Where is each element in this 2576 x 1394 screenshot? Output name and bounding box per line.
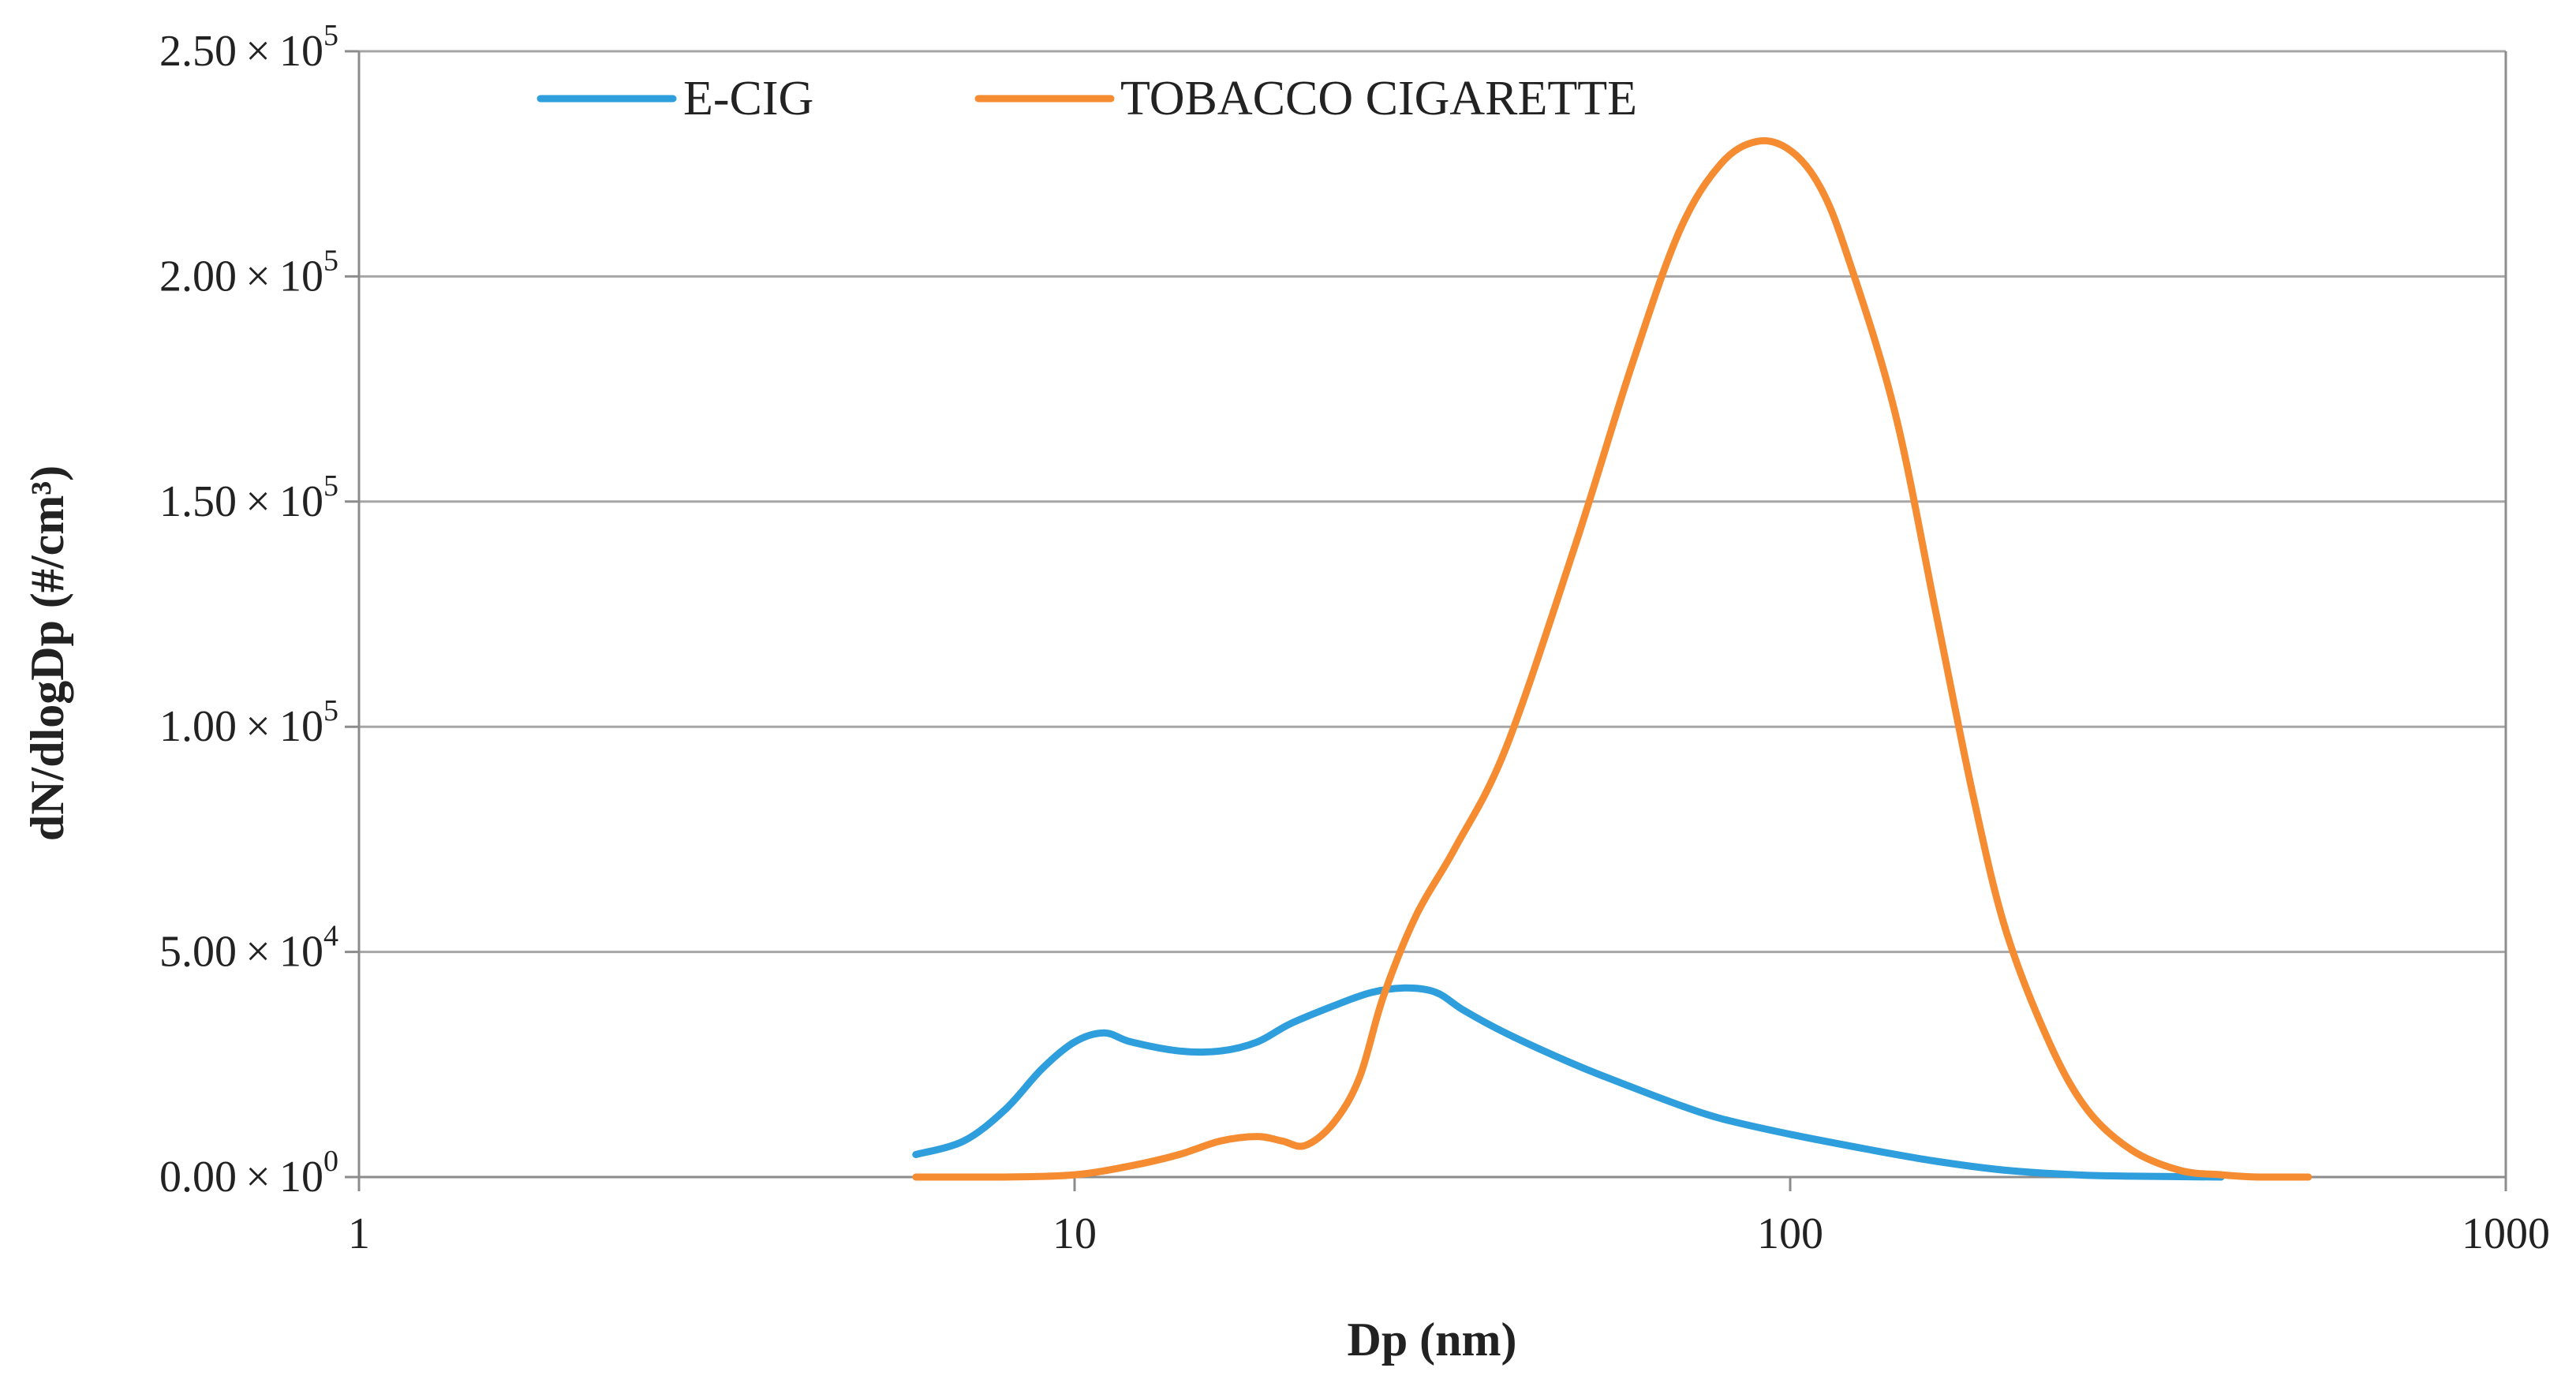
legend: E-CIG TOBACCO CIGARETTE	[537, 72, 1637, 125]
y-tick-labels: 0.00 × 100 5.00 × 104 1.00 × 105 1.50 × 105…	[159, 19, 359, 1202]
x-axis-title: Dp (nm)	[1347, 1314, 1516, 1366]
y-tick-label: 0.00 × 100	[159, 1145, 338, 1202]
series-line-tobacco-cigarette	[912, 136, 2312, 1181]
y-tick-label: 2.00 × 105	[159, 244, 338, 301]
x-tick-labels: 1 10 100 1000	[348, 1177, 2550, 1258]
y-axis-title: dN/dlogDp (#/cm³)	[21, 465, 73, 841]
y-tick-label: 2.50 × 105	[159, 19, 338, 76]
y-tick-label: 1.50 × 105	[159, 469, 338, 526]
x-tick-label: 10	[1052, 1209, 1097, 1258]
y-tick-label: 5.00 × 104	[159, 920, 338, 977]
x-tick-label: 100	[1757, 1209, 1823, 1258]
grid-layer	[357, 50, 2507, 1177]
x-tick-label: 1	[348, 1209, 370, 1258]
legend-label-tobacco-cigarette: TOBACCO CIGARETTE	[1120, 72, 1637, 125]
series-line-e-cig	[912, 984, 2225, 1181]
series-layer	[912, 136, 2312, 1181]
x-tick-label: 1000	[2462, 1209, 2550, 1258]
legend-label-e-cig: E-CIG	[683, 72, 813, 125]
y-tick-label: 1.00 × 105	[159, 694, 338, 751]
